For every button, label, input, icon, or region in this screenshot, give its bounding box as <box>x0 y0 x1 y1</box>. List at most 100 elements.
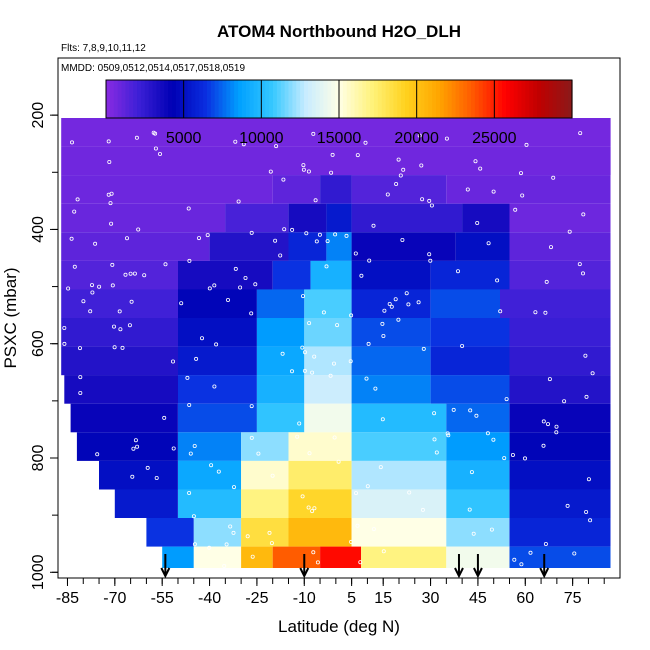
colorbar-swatch <box>284 80 290 118</box>
heatmap-cell <box>509 403 611 433</box>
sample-point <box>311 550 316 555</box>
sample-point <box>186 206 191 211</box>
sample-point <box>185 375 190 380</box>
sample-point <box>451 407 456 412</box>
plot-frame <box>57 57 621 579</box>
heatmap-cell <box>225 203 289 233</box>
heatmap-cell <box>430 289 501 318</box>
colorbar-swatch <box>133 80 138 118</box>
sample-point <box>393 297 398 302</box>
colorbar-swatch <box>564 80 569 118</box>
sample-point <box>187 490 192 495</box>
heatmap-cell <box>430 318 510 347</box>
sample-point <box>192 542 197 547</box>
sample-point <box>546 422 551 427</box>
colorbar-swatch <box>257 80 262 118</box>
colorbar-swatch <box>117 80 123 118</box>
sample-point <box>75 197 80 202</box>
sample-point <box>491 437 496 442</box>
sample-point <box>127 323 132 328</box>
sample-point <box>81 299 86 304</box>
sample-point <box>394 181 399 186</box>
colorbar-swatch <box>304 80 309 118</box>
sample-point <box>486 241 491 246</box>
sample-point <box>249 311 254 316</box>
sample-point <box>565 503 570 508</box>
colorbar-swatch <box>393 80 398 118</box>
colorbar-swatch <box>412 80 418 118</box>
heatmap-cell <box>361 546 447 568</box>
sample-point <box>584 394 589 399</box>
sample-point <box>330 152 335 157</box>
colorbar-swatch <box>160 80 165 118</box>
x-tick-label: 15 <box>374 590 392 607</box>
sample-point <box>389 304 394 309</box>
sample-point <box>581 212 586 217</box>
sample-point <box>199 336 204 341</box>
sample-point <box>344 233 349 238</box>
sample-point <box>363 140 368 145</box>
sample-point <box>153 146 158 151</box>
heatmap-cell <box>241 546 273 568</box>
colorbar-tick-label: 15000 <box>317 130 362 147</box>
colorbar-swatch <box>315 80 321 118</box>
colorbar-swatch <box>269 80 274 118</box>
heatmap-cell <box>351 489 447 518</box>
sample-point <box>130 474 135 479</box>
heatmap-cell <box>76 432 178 461</box>
heatmap-cell <box>430 375 510 404</box>
sample-point <box>302 350 307 355</box>
colorbar-swatch <box>513 80 519 118</box>
sample-point <box>72 264 77 269</box>
sample-point <box>188 451 193 456</box>
sample-point <box>325 239 330 244</box>
sample-point <box>314 239 319 244</box>
profile-arrow-head <box>454 567 464 579</box>
sample-point <box>312 506 317 511</box>
subtitle-flights: Flts: 7,8,9,10,11,12 <box>61 43 146 54</box>
sample-point <box>510 452 515 457</box>
colorbar-swatch <box>552 80 558 118</box>
sample-point <box>109 221 114 226</box>
colorbar-swatch <box>544 80 550 118</box>
colorbar-swatch <box>253 80 259 118</box>
colorbar-swatch <box>187 80 193 118</box>
colorbar-swatch <box>436 80 441 118</box>
sample-point <box>371 223 376 228</box>
heatmap-cell <box>178 289 257 318</box>
sample-point <box>222 564 227 569</box>
sample-point <box>324 264 329 269</box>
colorbar-swatch <box>172 80 177 118</box>
colorbar-swatch <box>366 80 371 118</box>
colorbar-swatch <box>214 80 220 118</box>
colorbar-swatch <box>346 80 352 118</box>
colorbar-swatch <box>537 80 542 118</box>
heatmap-cell <box>178 432 242 461</box>
chart-title: ATOM4 Northbound H2O_DLH <box>217 22 461 41</box>
colorbar-swatch <box>443 80 449 118</box>
colorbar-swatch <box>451 80 457 118</box>
sample-point <box>432 437 437 442</box>
colorbar-tick-label: 20000 <box>394 130 439 147</box>
heatmap-cell <box>430 346 510 376</box>
x-tick-label: -25 <box>245 590 268 607</box>
heatmap-cell <box>61 175 273 204</box>
colorbar-swatch <box>432 80 437 118</box>
sample-point <box>310 370 315 375</box>
sample-point <box>313 198 318 203</box>
heatmap-cell <box>446 460 510 490</box>
heatmap-cell <box>509 546 611 568</box>
x-tick-label: 5 <box>347 590 356 607</box>
profile-arrow-head <box>539 567 550 579</box>
colorbar-swatch <box>296 80 301 118</box>
sample-point <box>66 286 71 291</box>
subtitle-dates: MMDD: 0509,0512,0514,0517,0518,0519 <box>61 63 245 74</box>
sample-point <box>380 417 385 422</box>
sample-point <box>93 241 98 246</box>
sample-point <box>434 450 439 455</box>
sample-point <box>432 411 437 416</box>
heatmap-cell <box>61 146 611 176</box>
sample-point <box>134 135 139 140</box>
colorbar-swatch <box>218 80 224 118</box>
sample-point <box>207 286 212 291</box>
